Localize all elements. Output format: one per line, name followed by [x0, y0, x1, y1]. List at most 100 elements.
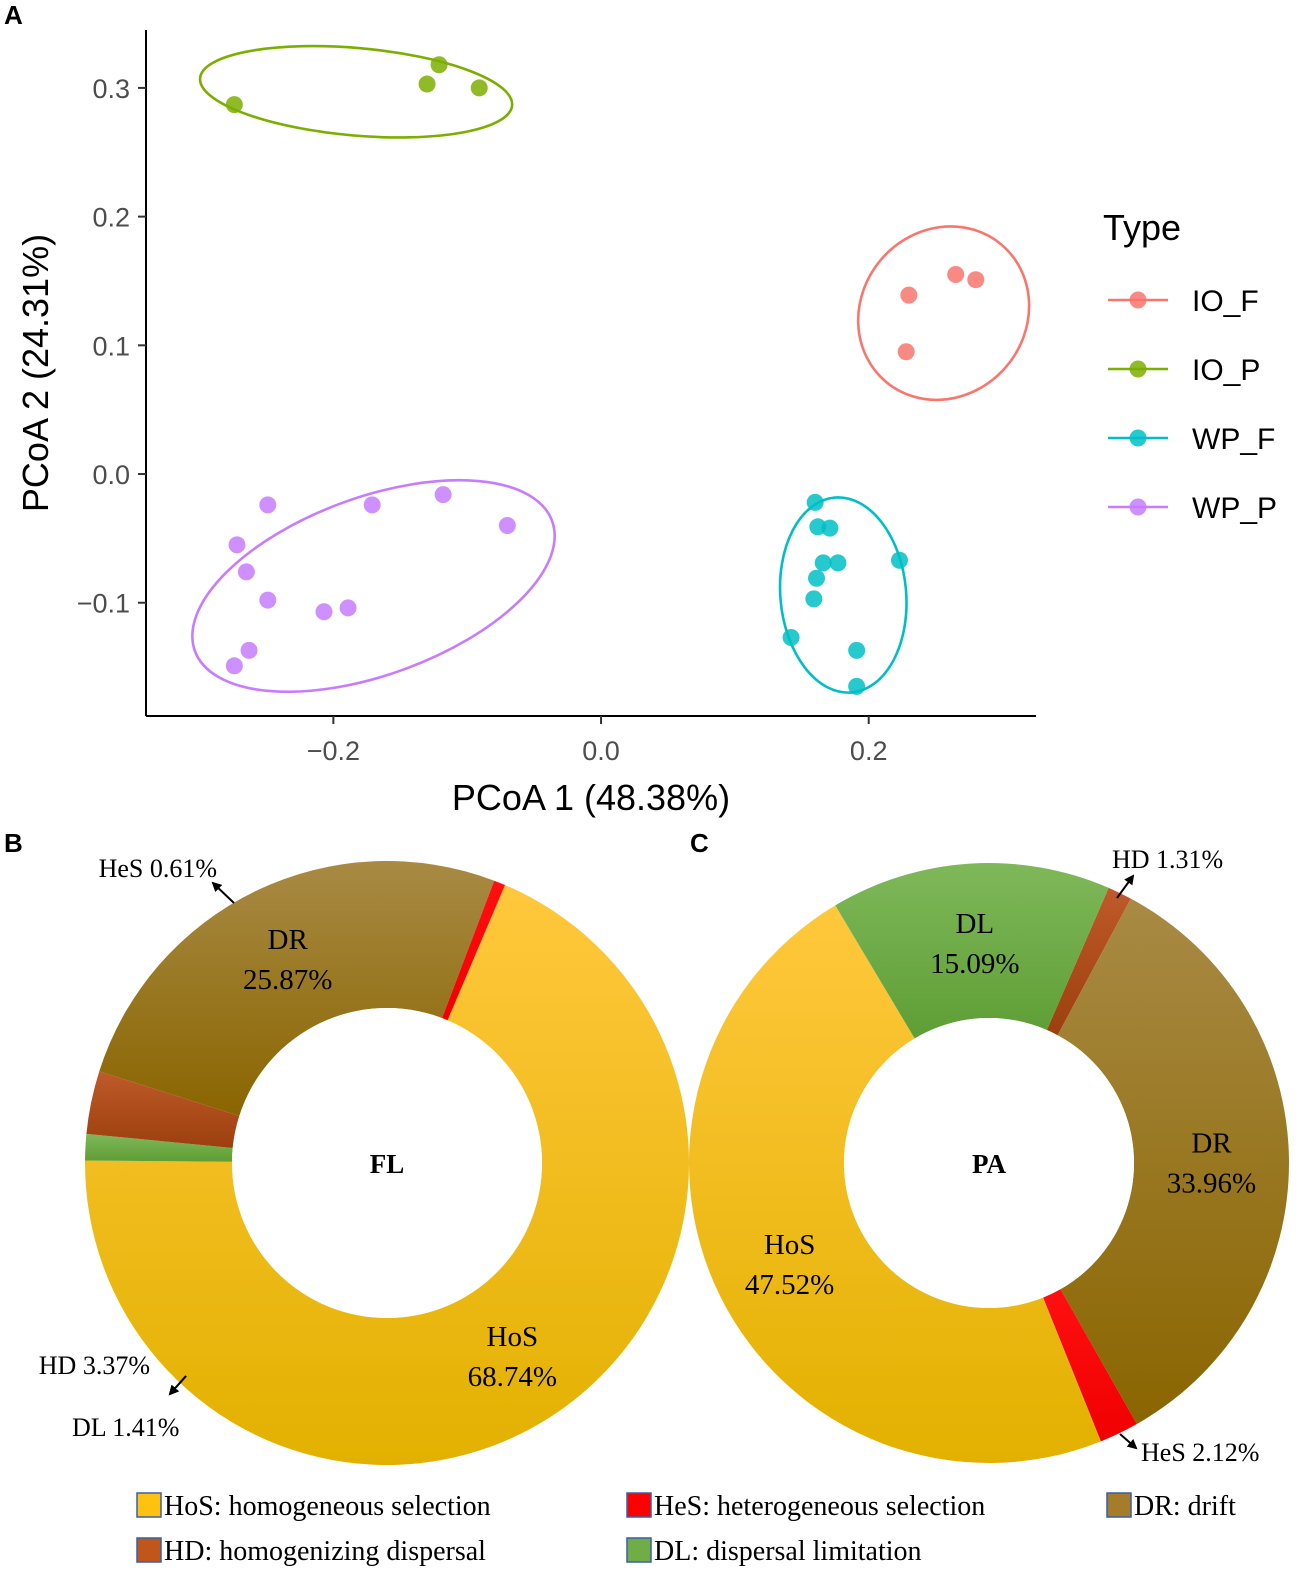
scatter-axes — [145, 30, 1036, 717]
point-wp-f — [814, 554, 832, 572]
legend-key-point — [1129, 498, 1147, 516]
point-wp-f — [808, 569, 826, 587]
legend-text-dl: DL: dispersal limitation — [654, 1536, 922, 1567]
data-points — [225, 56, 985, 695]
donut-hole — [232, 1008, 542, 1318]
y-tick-label: 0.2 — [92, 203, 130, 233]
callout-label-hes: HeS 0.61% — [99, 854, 217, 883]
point-wp-f — [848, 677, 866, 695]
point-wp-p — [237, 563, 255, 581]
donut-center-label: PA — [972, 1149, 1006, 1179]
legend-label-wp-p: WP_P — [1192, 492, 1277, 525]
legend-swatch-hos — [136, 1492, 162, 1518]
point-wp-f — [782, 628, 800, 646]
slice-dl — [85, 1133, 233, 1162]
point-wp-f — [805, 590, 823, 608]
point-io-f — [900, 286, 918, 304]
legend-text-dr: DR: drift — [1134, 1491, 1236, 1522]
legend-text-hd: HD: homogenizing dispersal — [164, 1536, 486, 1567]
panel-letter-c: C — [690, 828, 709, 858]
y-tick-label: −0.1 — [77, 589, 130, 619]
slice-hos — [689, 905, 1101, 1463]
panel-letter-a: A — [4, 0, 23, 30]
point-io-p — [470, 79, 488, 97]
y-tick-label: 0.1 — [92, 331, 130, 361]
point-wp-f — [890, 551, 908, 569]
y-tick-label: 0.0 — [92, 460, 130, 490]
slice-label-dr: 33.96% — [1167, 1167, 1256, 1199]
slice-hos — [84, 885, 690, 1465]
legend-label-wp-f: WP_F — [1192, 423, 1275, 456]
callout-label-hd: HD 3.37% — [39, 1351, 150, 1380]
y-tick-label: 0.3 — [92, 74, 130, 104]
point-io-f — [947, 266, 965, 284]
legend-key-point — [1129, 429, 1147, 447]
slice-hes — [1043, 1289, 1137, 1442]
point-io-p — [430, 56, 448, 74]
legend-label-io-f: IO_F — [1192, 285, 1259, 318]
slice-dl — [835, 863, 1109, 1039]
point-wp-p — [339, 599, 357, 617]
group-ellipses — [191, 44, 1031, 694]
slice-label-dl: DL — [955, 908, 994, 940]
slice-hd — [1046, 887, 1131, 1036]
legend-title: Type — [1103, 207, 1181, 248]
slice-hd — [86, 1071, 240, 1149]
slice-dr — [1057, 898, 1289, 1425]
donut-hole — [844, 1018, 1134, 1308]
donut-center-label: FL — [370, 1149, 405, 1179]
ellipse-io-p — [198, 44, 514, 139]
legend-swatch-hd — [136, 1537, 162, 1563]
x-tick-label: 0.0 — [582, 736, 620, 766]
point-wp-f — [806, 493, 824, 511]
legend-text-hes: HeS: heterogeneous selection — [654, 1491, 985, 1522]
legend-text-hos: HoS: homogeneous selection — [164, 1491, 491, 1522]
callout-arrow-hes — [211, 881, 235, 904]
point-io-p — [418, 75, 436, 93]
callout-label-dl: DL 1.41% — [72, 1413, 179, 1442]
donut-chart-fl: FL HoS 68.74% DR 25.87% HeS 0.61% HD 3.37% DL 1… — [39, 854, 690, 1465]
slice-label-hos: HoS — [764, 1229, 816, 1261]
slice-label-hos: 68.74% — [468, 1361, 557, 1393]
point-io-f — [967, 271, 985, 289]
slice-label-dl: 15.09% — [930, 948, 1019, 980]
point-wp-f — [829, 554, 847, 572]
ellipse-wp-p — [191, 478, 556, 694]
x-axis-ticks: −0.2 0.0 0.2 — [307, 716, 888, 766]
slice-label-dr: 25.87% — [243, 964, 332, 996]
point-wp-p — [259, 496, 277, 514]
slice-label-dr: DR — [268, 924, 309, 956]
process-legend: HoS: homogeneous selection HeS: heterogen… — [136, 1491, 1236, 1567]
x-axis-title: PCoA 1 (48.38%) — [452, 777, 730, 818]
x-tick-label: 0.2 — [850, 736, 888, 766]
y-axis-ticks: −0.1 0.0 0.1 0.2 0.3 — [77, 74, 146, 619]
callout-label-hd: HD 1.31% — [1112, 845, 1223, 874]
y-axis-title: PCoA 2 (24.31%) — [15, 234, 56, 512]
slice-hes — [442, 880, 506, 1021]
slice-label-hos: 47.52% — [745, 1269, 834, 1301]
point-io-f — [897, 343, 915, 361]
callout-arrow-hd — [1116, 874, 1135, 899]
panel-letter-b: B — [4, 828, 23, 858]
ellipse-wp-f — [778, 496, 908, 694]
ellipse-io-f — [856, 225, 1031, 402]
scatter-legend: Type IO_F IO_P WP_F WP_P — [1103, 207, 1277, 525]
legend-label-io-p: IO_P — [1192, 354, 1260, 387]
point-wp-p — [363, 496, 381, 514]
legend-key-point — [1129, 291, 1147, 309]
legend-swatch-dl — [626, 1537, 652, 1563]
point-wp-p — [315, 603, 333, 621]
x-tick-label: −0.2 — [307, 736, 360, 766]
legend-key-point — [1129, 360, 1147, 378]
legend-swatch-dr — [1106, 1492, 1132, 1518]
slice-dr — [99, 860, 495, 1116]
point-wp-f — [821, 519, 839, 537]
callout-arrow-dl — [168, 1375, 187, 1396]
legend-swatch-hes — [626, 1492, 652, 1518]
callout-arrow-hes — [1119, 1433, 1138, 1450]
point-wp-p — [434, 486, 452, 504]
point-wp-p — [259, 591, 277, 609]
slice-label-hos: HoS — [487, 1321, 539, 1353]
donut-chart-pa: PA HoS 47.52% DR 33.96% DL 15.09% HD 1.31% HeS 2… — [689, 845, 1289, 1467]
